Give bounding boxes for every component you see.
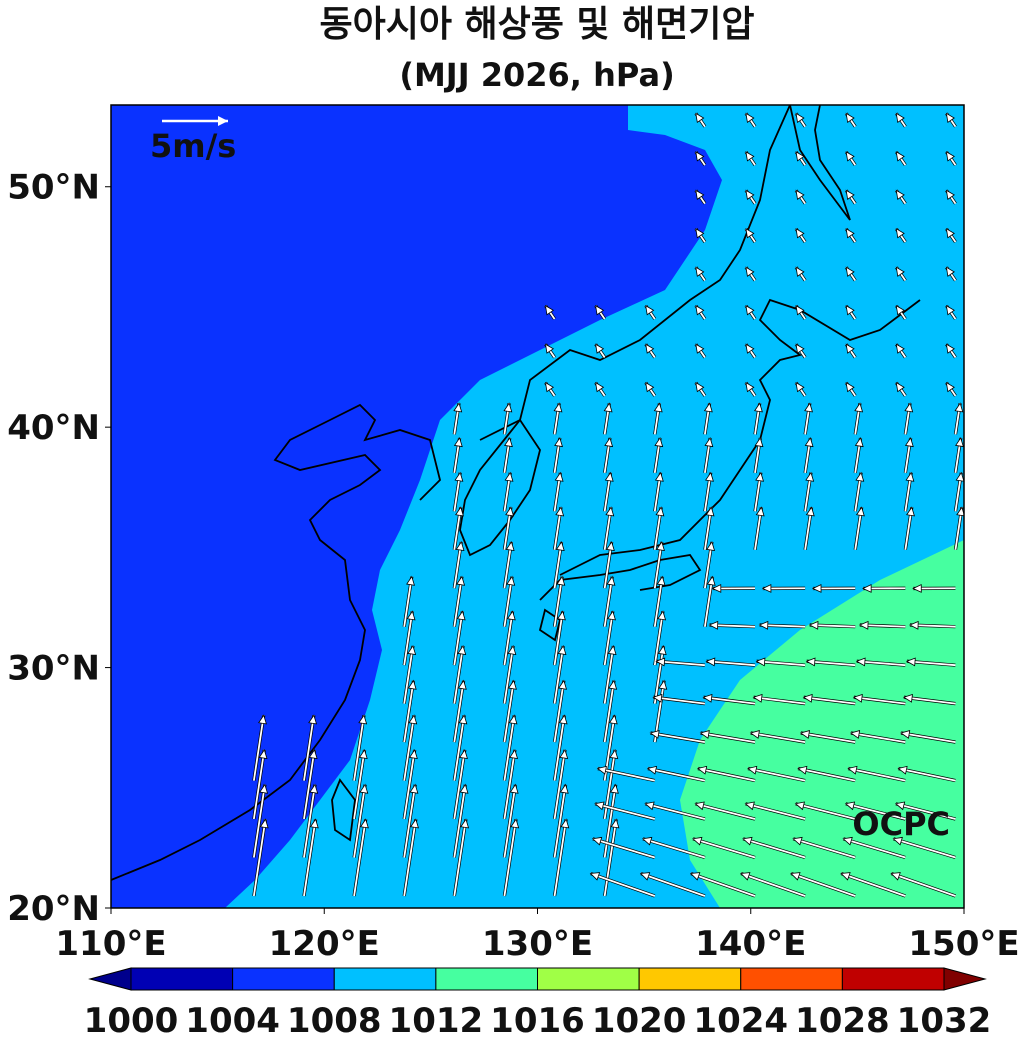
- colorbar-label: 1032: [897, 1001, 992, 1041]
- colorbar-label: 1024: [693, 1001, 788, 1041]
- y-tick-label: 20°N: [7, 889, 100, 929]
- subtitle: (MJJ 2026, hPa): [399, 56, 674, 94]
- colorbar-label: 1004: [185, 1001, 280, 1041]
- colorbar-label: 1008: [287, 1001, 382, 1041]
- colorbar-bin: [334, 968, 436, 990]
- colorbar-label: 1016: [490, 1001, 585, 1041]
- x-tick-label: 150°E: [908, 924, 1019, 964]
- colorbar-bin: [639, 968, 741, 990]
- colorbar-bin: [436, 968, 538, 990]
- map-area: [111, 105, 964, 908]
- y-tick-label: 30°N: [7, 649, 100, 689]
- x-tick-label: 130°E: [482, 924, 593, 964]
- colorbar-bin: [741, 968, 843, 990]
- colorbar-label: 1012: [389, 1001, 484, 1041]
- colorbar-label: 1000: [84, 1001, 179, 1041]
- colorbar-extend-low: [90, 968, 131, 990]
- watermark: OCPC: [852, 805, 950, 843]
- colorbar-label: 1020: [592, 1001, 687, 1041]
- colorbar-label: 1028: [795, 1001, 890, 1041]
- x-tick-label: 110°E: [55, 924, 166, 964]
- colorbar-bin: [842, 968, 944, 990]
- colorbar-bin: [131, 968, 233, 990]
- y-tick-label: 50°N: [7, 168, 100, 208]
- colorbar-bin: [538, 968, 640, 990]
- colorbar-extend-high: [944, 968, 985, 990]
- colorbar-bin: [233, 968, 335, 990]
- x-tick-label: 140°E: [695, 924, 806, 964]
- y-tick-label: 40°N: [7, 408, 100, 448]
- reference-arrow-label: 5m/s: [150, 127, 236, 165]
- x-tick-label: 120°E: [269, 924, 380, 964]
- title: 동아시아 해상풍 및 해면기압: [319, 4, 754, 45]
